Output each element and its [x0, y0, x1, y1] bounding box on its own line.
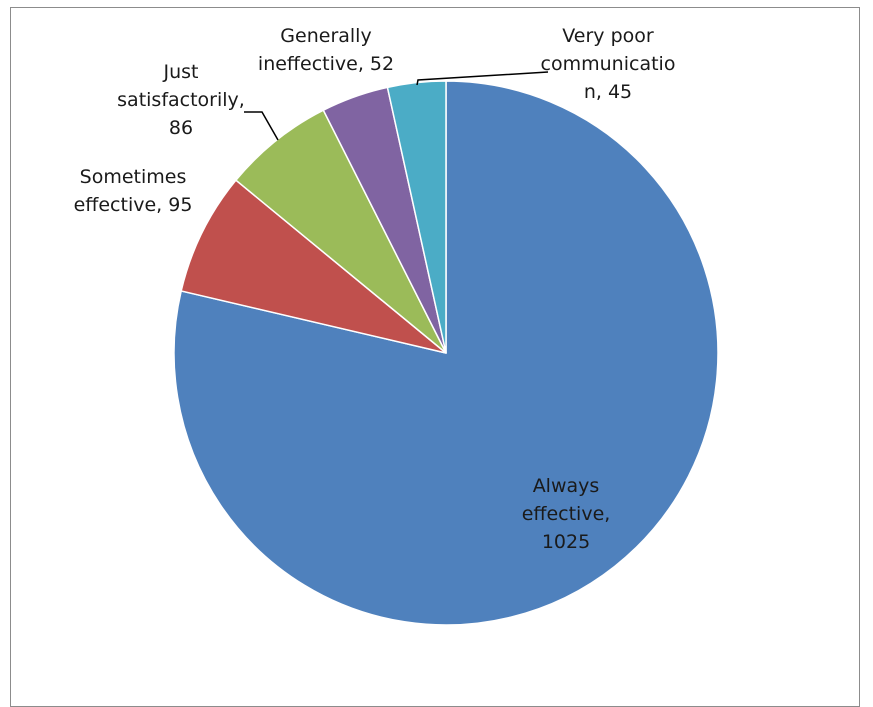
pie-slice-4 [386, 80, 447, 354]
data-label-3: Generally ineffective, 52 [258, 25, 394, 75]
data-label-4: Very poor communicatio n, 45 [541, 25, 676, 103]
pie-slice-1 [180, 179, 447, 354]
data-label-0: Always effective, 1025 [522, 475, 611, 553]
pie-slice-2 [234, 109, 447, 354]
leader-line-just-satisfactorily [244, 111, 279, 141]
data-label-1: Sometimes effective, 95 [74, 166, 193, 216]
leader-line-very-poor [416, 71, 549, 86]
data-label-2: Just satisfactorily, 86 [117, 61, 245, 139]
